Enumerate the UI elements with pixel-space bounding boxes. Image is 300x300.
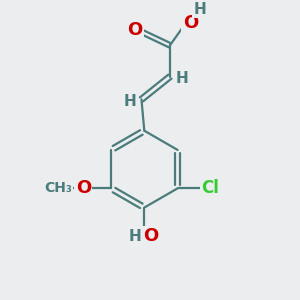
Text: O: O xyxy=(183,14,198,32)
Text: O: O xyxy=(76,179,91,197)
Text: Cl: Cl xyxy=(201,179,219,197)
Text: H: H xyxy=(129,229,142,244)
Text: H: H xyxy=(194,2,206,17)
Text: O: O xyxy=(143,227,158,245)
Text: CH₃: CH₃ xyxy=(44,181,72,195)
Text: O: O xyxy=(127,21,142,39)
Text: H: H xyxy=(123,94,136,109)
Text: H: H xyxy=(176,71,188,86)
